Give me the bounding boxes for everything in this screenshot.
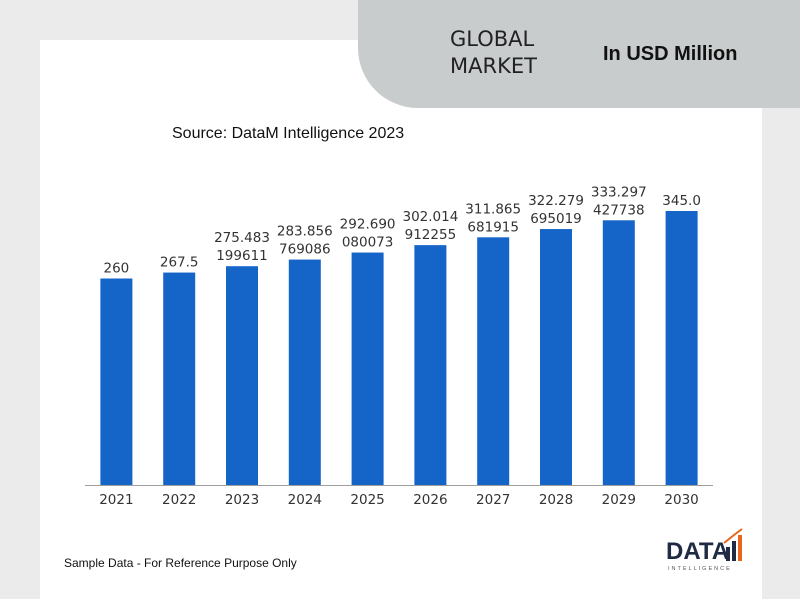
bar-chart-icon [723, 528, 743, 561]
x-tick-label: 2030 [664, 492, 698, 508]
header-banner [358, 0, 800, 108]
x-tick-label: 2028 [539, 492, 573, 508]
data-label-2028: 322.279 [528, 193, 584, 209]
x-tick-label: 2021 [99, 492, 133, 508]
bar-2024 [288, 259, 321, 485]
market-title-line1: GLOBAL [450, 27, 535, 51]
data-label-2022: 267.5 [160, 255, 199, 271]
unit-label: In USD Million [603, 43, 738, 65]
market-title-line2: MARKET [450, 54, 537, 78]
data-label-2028: 695019 [530, 211, 582, 227]
bar-2027 [477, 237, 510, 485]
bar-2022 [163, 272, 196, 485]
x-tick-label: 2023 [225, 492, 259, 508]
data-label-2023: 275.483 [214, 230, 270, 246]
chart-card [40, 40, 762, 599]
bar-2028 [540, 229, 572, 485]
market-title: GLOBAL MARKET [450, 26, 570, 80]
x-tick-label: 2024 [288, 492, 322, 508]
data-label-2029: 427738 [593, 202, 645, 218]
logo-subtext: INTELLIGENCE [668, 566, 732, 572]
x-tick-label: 2026 [413, 492, 447, 508]
x-tick-label: 2027 [476, 492, 510, 508]
x-tick-label: 2029 [602, 492, 636, 508]
bar-2023 [226, 266, 258, 485]
bar-2029 [602, 220, 635, 485]
x-tick-label: 2022 [162, 492, 196, 508]
data-label-2027: 681915 [467, 219, 519, 235]
data-label-2023: 199611 [216, 248, 268, 264]
data-label-2030: 345.0 [662, 193, 701, 209]
x-tick-label: 2025 [350, 492, 384, 508]
footnote: Sample Data - For Reference Purpose Only [64, 556, 297, 570]
data-label-2029: 333.297 [591, 184, 647, 200]
bar-2030 [665, 211, 698, 485]
data-label-2025: 292.690 [340, 217, 396, 233]
data-label-2024: 769086 [279, 242, 331, 258]
data-label-2024: 283.856 [277, 224, 333, 240]
bar-2021 [100, 278, 133, 485]
bar-2026 [414, 245, 447, 485]
bar-2025 [351, 252, 384, 485]
datam-logo: DATA INTELLIGENCE [666, 528, 743, 572]
source-label: Source: DataM Intelligence 2023 [172, 125, 405, 142]
data-label-2027: 311.865 [465, 201, 521, 217]
data-label-2026: 302.014 [402, 209, 458, 225]
data-label-2026: 912255 [405, 227, 457, 243]
data-label-2021: 260 [104, 261, 130, 277]
logo-text: DATA [666, 538, 729, 565]
data-label-2025: 080073 [342, 235, 394, 251]
